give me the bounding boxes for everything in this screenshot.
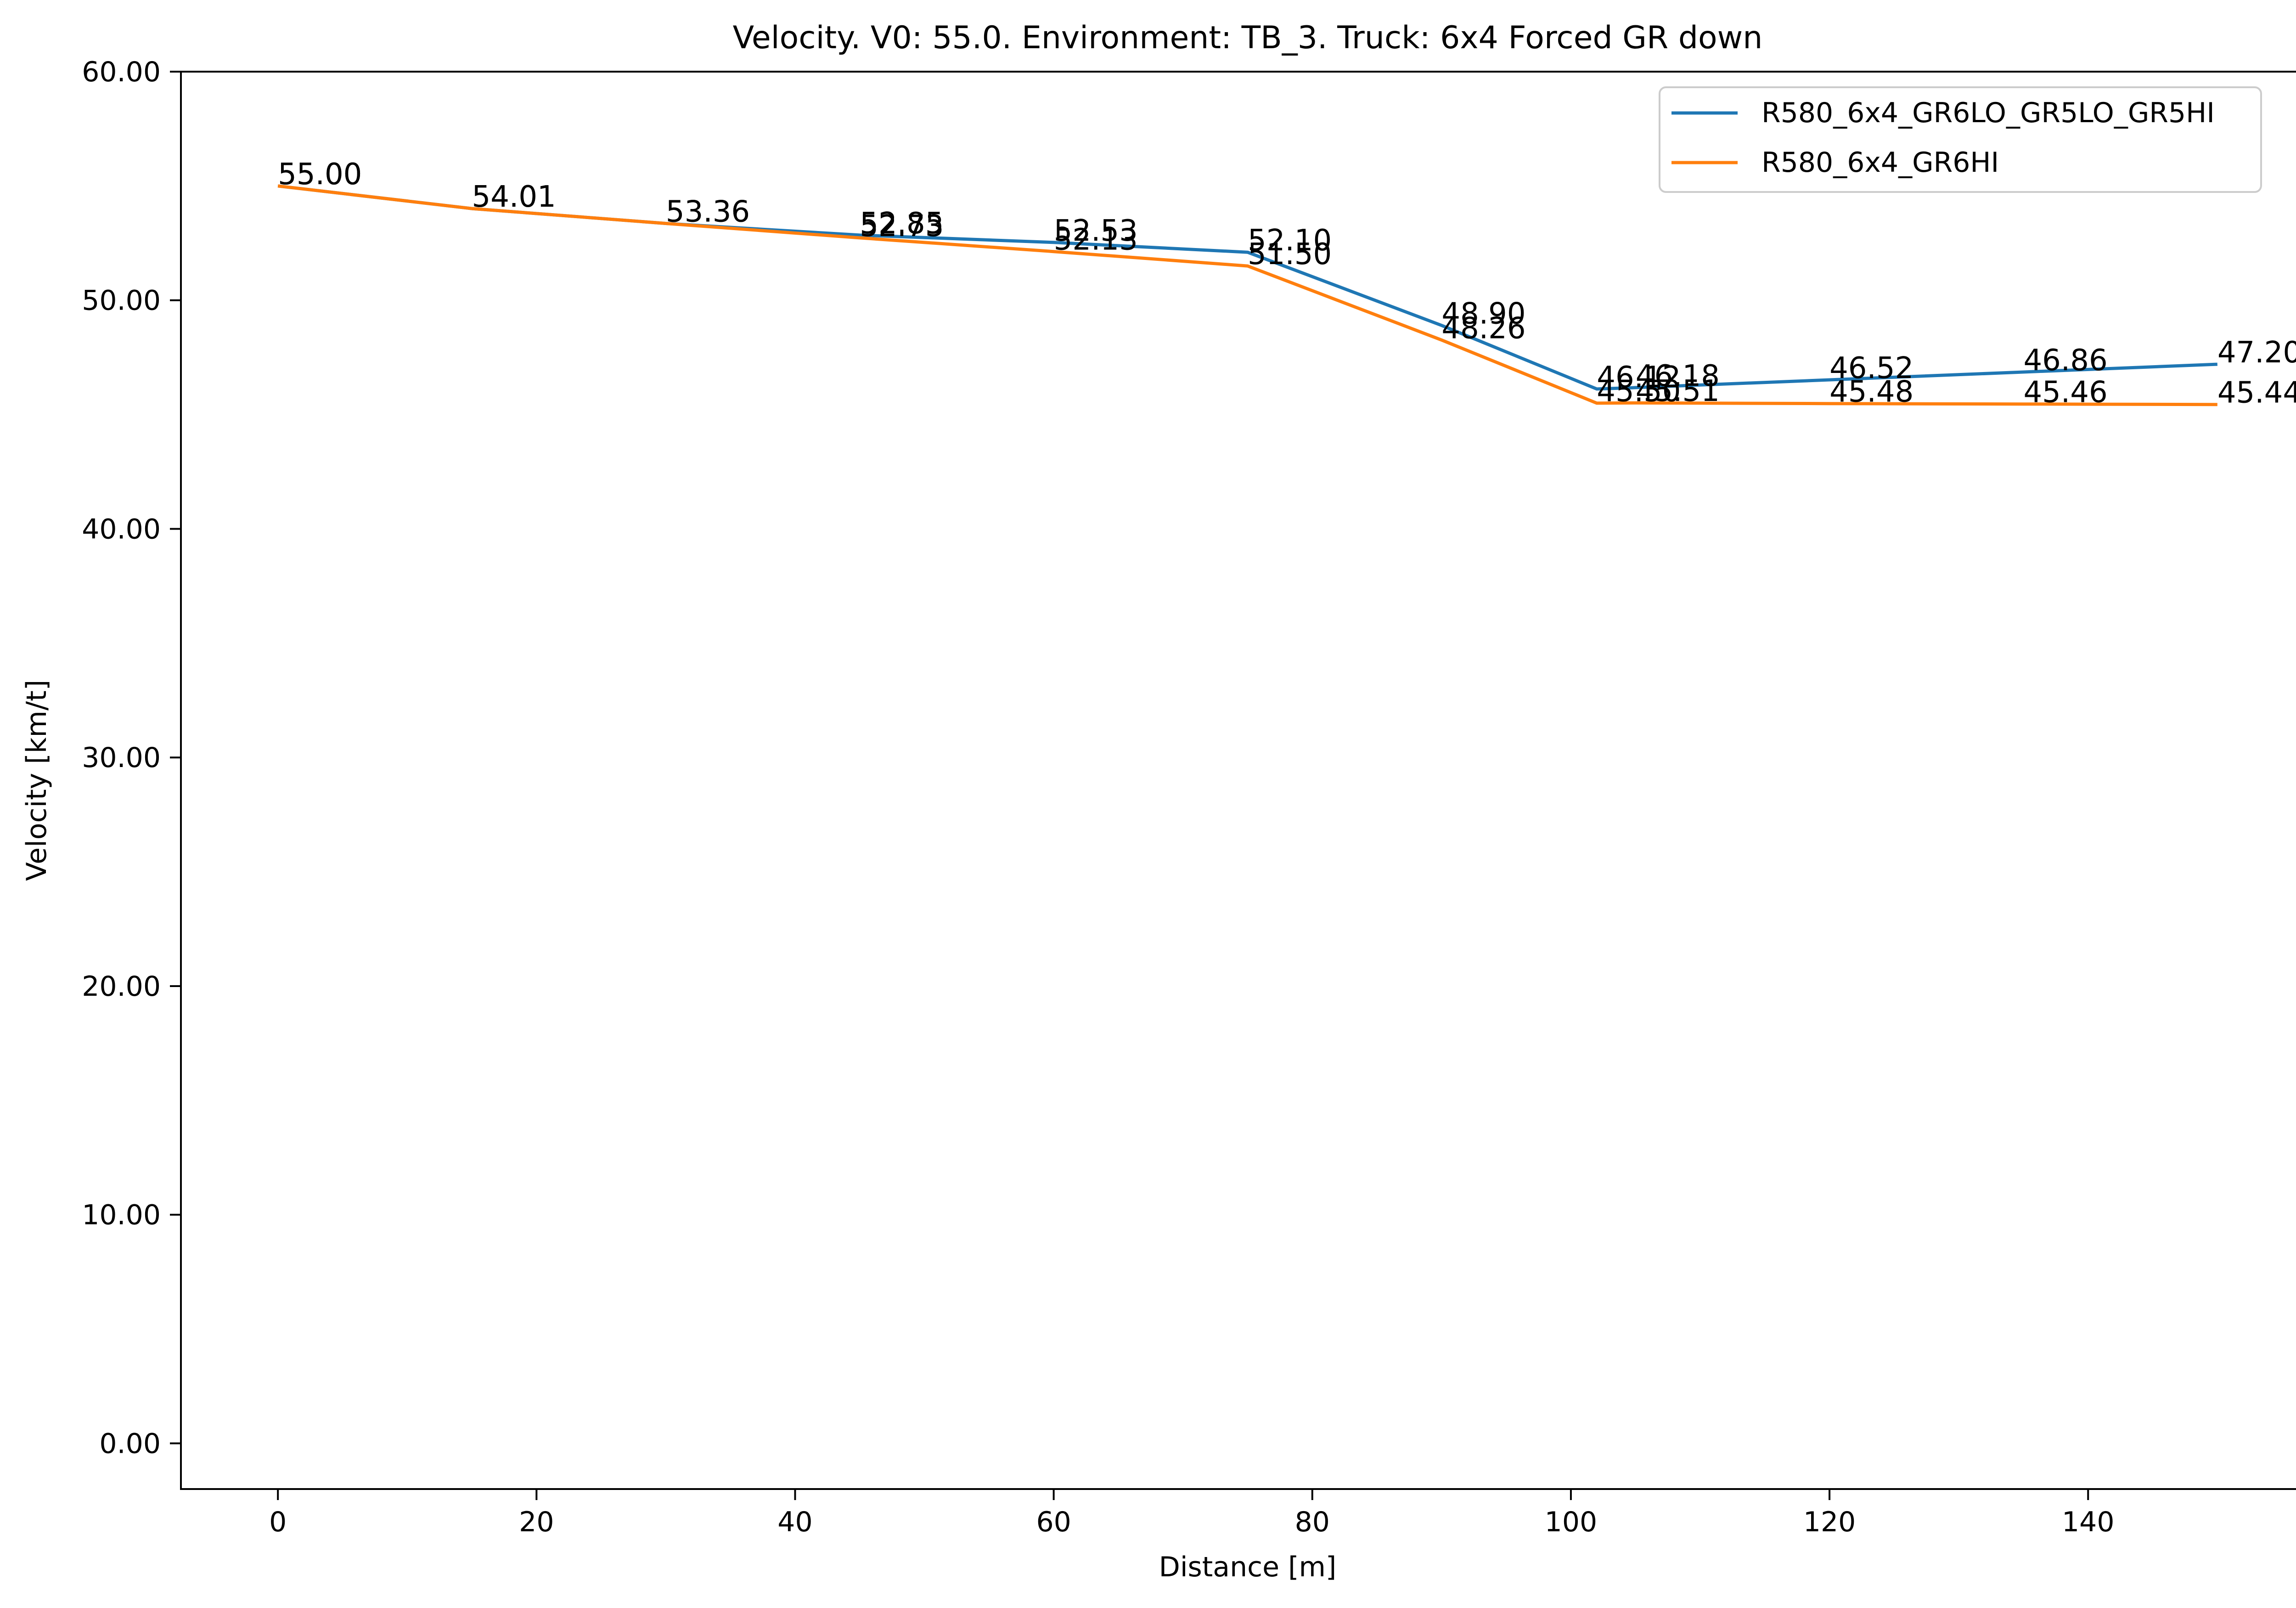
x-tick-label: 100 [1545, 1506, 1598, 1538]
legend-label-series-2: R580_6x4_GR6HI [1761, 147, 1999, 179]
data-label-series-2: 53.36 [666, 195, 750, 229]
x-tick-label: 60 [1036, 1506, 1071, 1538]
x-axis-label: Distance [m] [1159, 1551, 1337, 1583]
data-label-series-1: 46.86 [2023, 344, 2107, 378]
data-label-series-1: 46.52 [1829, 351, 1913, 385]
x-tick-label: 20 [519, 1506, 554, 1538]
legend-frame [1659, 86, 2262, 193]
data-label-series-2: 55.00 [278, 158, 362, 192]
data-label-series-1: 54.01 [472, 180, 556, 214]
data-label-series-1: 52.10 [1248, 224, 1332, 258]
data-label-series-1: 53.36 [666, 195, 750, 229]
y-tick-label: 30.00 [82, 742, 161, 774]
data-label-series-2: 52.13 [1054, 223, 1138, 257]
x-axis: 0 20 40 60 80 100 120 140 [269, 1489, 2115, 1538]
y-axis-label: Velocity [km/t] [21, 680, 53, 881]
y-tick-label: 40.00 [82, 513, 161, 545]
y-tick-label: 0.00 [99, 1427, 161, 1460]
x-tick-label: 140 [2062, 1506, 2115, 1538]
y-tick-label: 20.00 [82, 970, 161, 1003]
data-label-series-1: 55.00 [278, 158, 362, 192]
plot-frame [180, 71, 2296, 1490]
legend: R580_6x4_GR6LO_GR5LO_GR5HI R580_6x4_GR6H… [1659, 86, 2262, 193]
data-labels: 55.00 54.01 53.36 52.85 52.53 52.10 48.90 46.12… [278, 158, 2296, 410]
data-label-series-1: 46.18 [1636, 359, 1720, 393]
data-label-series-1: 46.12 [1597, 361, 1681, 395]
legend-label-series-1: R580_6x4_GR6LO_GR5LO_GR5HI [1761, 97, 2215, 129]
y-tick-label: 50.00 [82, 285, 161, 317]
data-label-series-2: 52.73 [860, 209, 944, 243]
data-label-series-2: 51.50 [1248, 237, 1332, 271]
x-tick-label: 120 [1803, 1506, 1856, 1538]
plot-area [180, 71, 2296, 1490]
y-tick-label: 10.00 [82, 1199, 161, 1231]
x-tick-label: 80 [1295, 1506, 1330, 1538]
data-label-series-2: 54.01 [472, 180, 556, 214]
y-tick-label: 60.00 [82, 56, 161, 88]
y-axis: 0.00 10.00 20.00 30.00 40.00 50.00 60.00 [82, 56, 181, 1460]
data-label-series-2: 45.51 [1636, 374, 1720, 408]
data-label-series-2: 45.48 [1829, 375, 1913, 409]
data-label-series-2: 45.46 [2023, 376, 2107, 410]
series-line-2 [277, 184, 2217, 406]
chart-title: Velocity. V0: 55.0. Environment: TB_3. T… [733, 20, 1763, 56]
data-label-series-1: 47.20 [2217, 336, 2296, 370]
x-tick-label: 0 [269, 1506, 287, 1538]
data-label-series-1: 52.85 [860, 207, 944, 241]
series-lines [277, 184, 2217, 406]
data-label-series-2: 45.50 [1597, 375, 1681, 409]
data-label-series-1: 52.53 [1054, 214, 1138, 248]
x-tick-label: 40 [777, 1506, 812, 1538]
data-label-series-2: 45.44 [2217, 376, 2296, 410]
data-label-series-1: 48.90 [1441, 297, 1525, 331]
data-label-series-2: 48.26 [1441, 311, 1525, 345]
